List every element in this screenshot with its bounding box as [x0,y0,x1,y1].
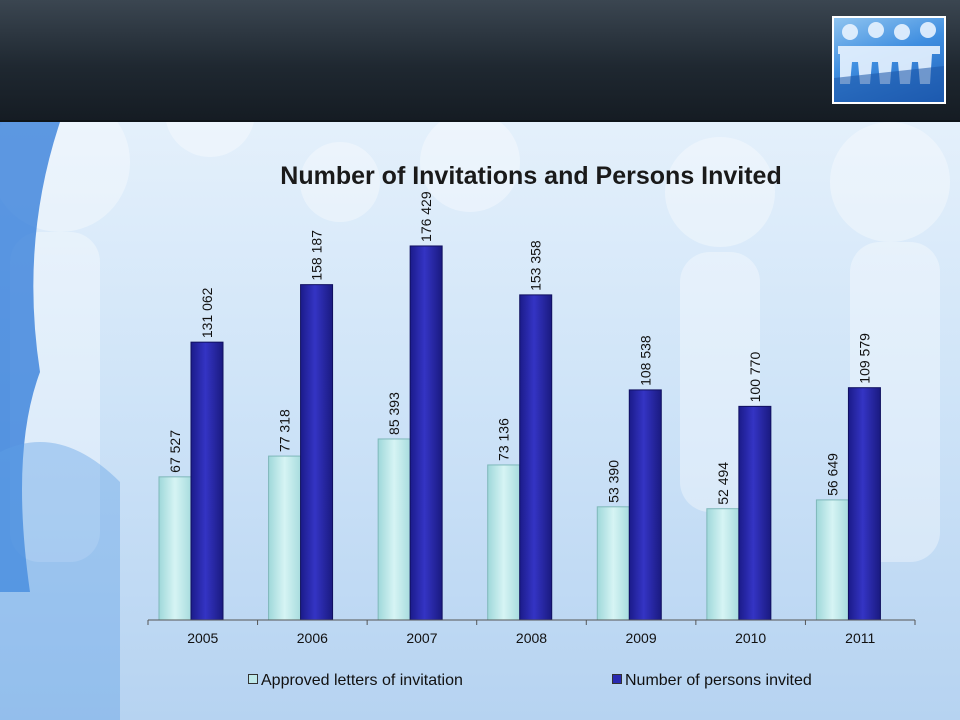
legend-swatch-persons [612,674,622,684]
data-label-persons-2009: 108 538 [637,335,653,386]
x-tick-label-2007: 2007 [406,630,437,646]
bar-persons-2006 [300,284,334,621]
data-label-persons-2005: 131 062 [199,287,215,338]
data-label-approved-2005: 67 527 [167,430,183,473]
data-label-approved-2008: 73 136 [496,418,512,461]
data-label-approved-2007: 85 393 [386,392,402,435]
data-label-persons-2008: 153 358 [528,240,544,291]
bar-persons-2005 [190,341,224,621]
bar-approved-2005 [158,476,192,621]
x-tick-label-2010: 2010 [735,630,766,646]
legend-swatch-approved [248,674,258,684]
bar-approved-2011 [815,499,849,621]
bar-persons-2007 [409,245,443,621]
data-label-approved-2006: 77 318 [277,409,293,452]
data-label-persons-2010: 100 770 [747,352,763,403]
bar-persons-2009 [628,389,662,621]
bar-persons-2008 [519,294,553,621]
bar-persons-2011 [847,387,881,621]
paper-people-logo-icon [832,16,946,104]
bar-approved-2010 [706,508,740,621]
chart-title: Number of Invitations and Persons Invite… [280,162,782,190]
x-tick-label-2006: 2006 [297,630,328,646]
bar-approved-2009 [596,506,630,621]
data-label-approved-2011: 56 649 [824,453,840,496]
bar-approved-2008 [487,464,521,621]
data-label-persons-2006: 158 187 [309,230,325,281]
header-bar [0,0,960,122]
bar-approved-2007 [377,438,411,621]
x-tick-label-2008: 2008 [516,630,547,646]
data-label-persons-2007: 176 429 [418,191,434,242]
data-label-approved-2010: 52 494 [715,462,731,505]
legend-label-approved: Approved letters of invitation [261,672,463,689]
x-tick-label-2009: 2009 [625,630,656,646]
data-label-persons-2011: 109 579 [856,333,872,384]
legend-label-persons: Number of persons invited [625,672,812,689]
x-tick-label-2011: 2011 [845,630,875,646]
bar-approved-2006 [268,455,302,621]
bar-persons-2010 [738,405,772,621]
legend-item-persons: Number of persons invited [612,672,812,690]
data-label-approved-2009: 53 390 [605,460,621,503]
x-tick-label-2005: 2005 [187,630,218,646]
legend-item-approved: Approved letters of invitation [248,672,463,690]
